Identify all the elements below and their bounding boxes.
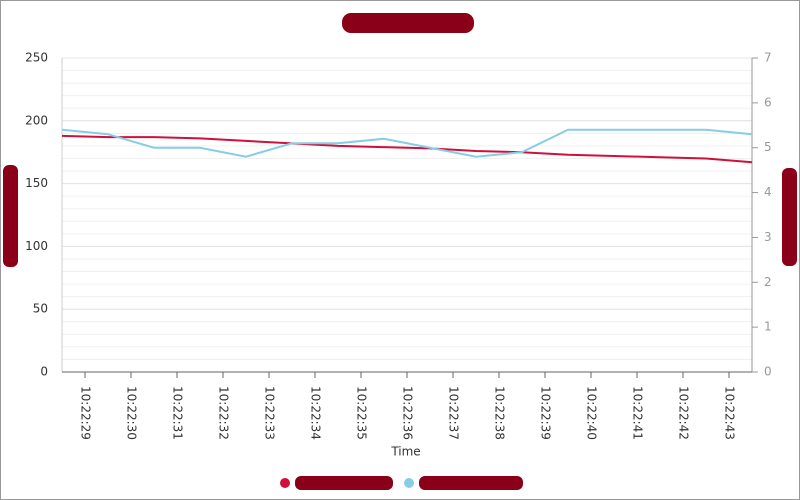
redacted-legend-text — [295, 476, 393, 490]
series-line — [61, 134, 753, 164]
x-tick-label: 10:22:31 — [171, 386, 185, 440]
y-tick-label: 200 — [25, 113, 48, 127]
redacted-y-label — [3, 165, 18, 267]
redacted-y2-label — [782, 168, 797, 266]
x-tick-label: 10:22:33 — [263, 386, 277, 440]
legend-marker — [404, 478, 414, 488]
series-line — [61, 128, 753, 158]
y2-tick-label: 2 — [764, 275, 772, 289]
y-tick-label: 150 — [25, 176, 48, 190]
y2-tick-label: 7 — [764, 51, 772, 65]
y2-tick-label: 1 — [764, 320, 772, 334]
x-tick-label: 10:22:41 — [631, 386, 645, 440]
x-tick-label: 10:22:34 — [309, 386, 323, 440]
y2-tick-label: 5 — [764, 140, 772, 154]
redacted-title — [342, 13, 474, 33]
x-tick-label: 10:22:29 — [79, 386, 93, 440]
legend-marker — [280, 478, 290, 488]
x-tick-label: 10:22:43 — [723, 386, 737, 440]
y-tick-label: 0 — [40, 365, 48, 379]
y2-tick-label: 4 — [764, 185, 772, 199]
x-tick-label: 10:22:39 — [539, 386, 553, 440]
x-tick-label: 10:22:32 — [217, 386, 231, 440]
x-tick-label: 10:22:42 — [677, 386, 691, 440]
y-tick-label: 250 — [25, 51, 48, 65]
redacted-legend-text — [419, 476, 523, 490]
x-tick-label: 10:22:40 — [585, 386, 599, 440]
x-tick-label: 10:22:30 — [125, 386, 139, 440]
y2-tick-label: 6 — [764, 95, 772, 109]
x-tick-label: 10:22:37 — [447, 386, 461, 440]
y-tick-label: 50 — [33, 302, 48, 316]
y2-tick-label: 3 — [764, 230, 772, 244]
x-tick-label: 10:22:36 — [401, 386, 415, 440]
y-tick-label: 100 — [25, 239, 48, 253]
x-tick-label: 10:22:35 — [355, 386, 369, 440]
x-axis-label: Time — [390, 445, 420, 459]
x-tick-label: 10:22:38 — [493, 386, 507, 440]
y2-tick-label: 0 — [764, 365, 772, 379]
